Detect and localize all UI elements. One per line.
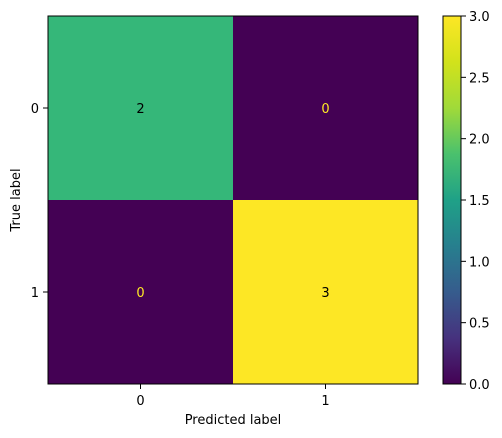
colorbar-gradient (442, 15, 462, 385)
y-tick-label: 1 (31, 286, 39, 301)
colorbar-tick-label: 0.0 (469, 378, 490, 393)
colorbar-tick-label: 3.0 (469, 10, 490, 25)
colorbar-tick-label: 1.0 (469, 255, 490, 270)
colorbar-tick-label: 2.5 (469, 71, 490, 86)
cell-value-label-1-1: 3 (321, 286, 329, 301)
x-axis-label: Predicted label (185, 413, 282, 428)
cell-value-label-0-0: 2 (136, 102, 144, 117)
x-tick-label: 0 (136, 394, 144, 409)
y-axis-label: True label (9, 168, 24, 232)
cell-value-label-0-1: 0 (321, 102, 329, 117)
x-tick-label: 1 (321, 394, 329, 409)
colorbar-tick-label: 0.5 (469, 317, 490, 332)
colorbar-tick-label: 1.5 (469, 194, 490, 209)
y-tick-label: 0 (31, 102, 39, 117)
cell-value-label-1-0: 0 (136, 286, 144, 301)
heatmap-cell-0-1 (233, 16, 418, 200)
heatmap-cell-1-0 (48, 200, 233, 384)
colorbar-ticks: 0.0 0.5 1.0 1.5 2.0 2.5 3.0 (461, 10, 490, 393)
heatmap-cell-0-0 (48, 16, 233, 200)
heatmap-frame (47, 15, 419, 385)
y-axis-ticks: 01 (31, 102, 48, 301)
heatmap-cells (48, 16, 418, 384)
heatmap-cell-1-1 (233, 200, 418, 384)
colorbar-tick-label: 2.0 (469, 133, 490, 148)
cell-value-labels: 2 00 3 (136, 102, 329, 301)
